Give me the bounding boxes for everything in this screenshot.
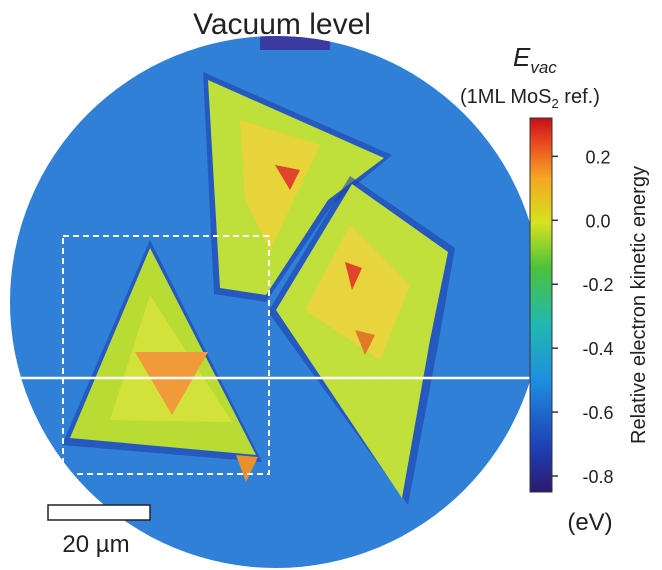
colorbar-tick-label: -0.4 <box>582 339 613 359</box>
colorbar-tick-label: -0.6 <box>582 403 613 423</box>
colorbar-tick-label: 0.0 <box>585 211 610 231</box>
colorbar-tick-label: -0.2 <box>582 275 613 295</box>
micrograph <box>0 30 560 570</box>
colorbar <box>530 118 552 492</box>
title: Vacuum level <box>193 8 371 41</box>
colorbar-tick-label: -0.8 <box>582 467 613 487</box>
colorbar-tick-label: 0.2 <box>585 147 610 167</box>
colorbar-reference: (1ML MoS2 ref.) <box>460 86 600 111</box>
scale-bar-label: 20 µm <box>62 531 129 558</box>
scale-bar <box>48 505 150 520</box>
figure: Vacuum level 20 µm Evac (1ML MoS2 ref.) … <box>0 0 662 570</box>
colorbar-symbol: Evac <box>513 42 557 77</box>
colorbar-label: Relative electron kinetic energy <box>628 166 650 444</box>
colorbar-unit: (eV) <box>567 509 612 536</box>
